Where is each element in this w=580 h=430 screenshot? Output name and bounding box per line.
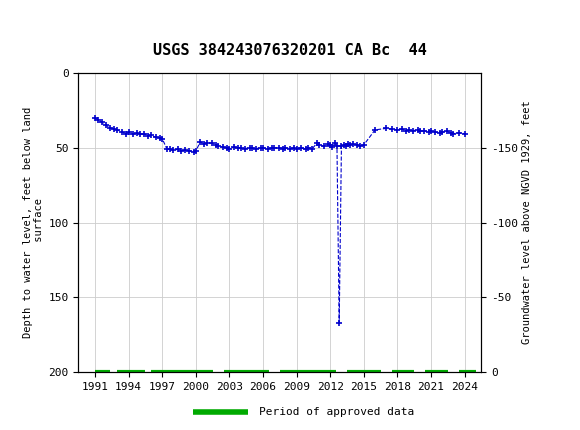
Text: USGS 384243076320201 CA Bc  44: USGS 384243076320201 CA Bc 44	[153, 43, 427, 58]
Text: Period of approved data: Period of approved data	[259, 407, 414, 417]
Text: USGS: USGS	[52, 13, 112, 32]
Text: ≋: ≋	[9, 11, 30, 34]
Y-axis label: Depth to water level, feet below land
 surface: Depth to water level, feet below land su…	[23, 107, 44, 338]
Y-axis label: Groundwater level above NGVD 1929, feet: Groundwater level above NGVD 1929, feet	[522, 101, 532, 344]
